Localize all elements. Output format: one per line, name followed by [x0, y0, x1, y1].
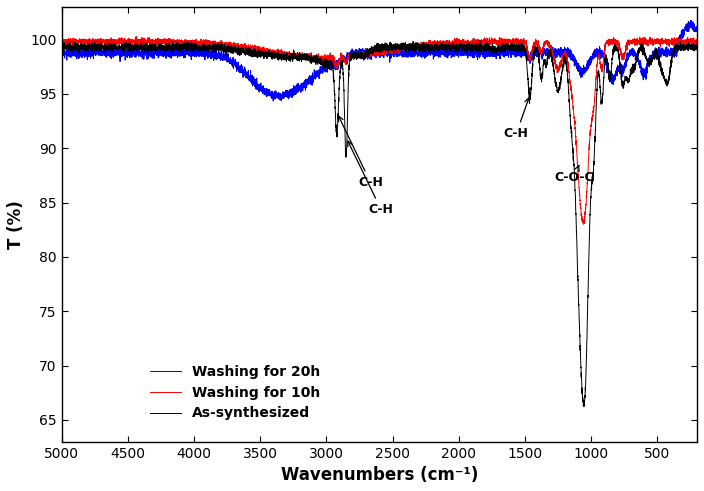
As-synthesized	[208, 42, 217, 48]
Line: Washing for 20h: Washing for 20h	[62, 21, 697, 101]
Washing for 20h	[687, 18, 696, 24]
Washing for 10h	[688, 40, 696, 46]
Washing for 20h	[342, 56, 351, 62]
As-synthesized	[579, 404, 588, 409]
Washing for 10h	[212, 45, 220, 51]
As-synthesized	[688, 45, 696, 51]
Washing for 20h	[688, 27, 696, 32]
Washing for 20h	[297, 84, 306, 90]
As-synthesized	[297, 55, 306, 61]
As-synthesized	[476, 37, 484, 43]
Text: C-H: C-H	[348, 141, 394, 217]
Washing for 20h	[208, 50, 217, 55]
As-synthesized	[58, 42, 66, 48]
Washing for 20h	[269, 98, 277, 104]
Washing for 10h	[132, 33, 140, 39]
Washing for 10h	[58, 36, 66, 42]
As-synthesized	[205, 42, 213, 48]
Washing for 10h	[693, 39, 701, 45]
Washing for 10h	[579, 221, 588, 227]
Washing for 10h	[342, 60, 351, 66]
Washing for 20h	[693, 27, 701, 32]
As-synthesized	[212, 47, 220, 53]
Legend: Washing for 20h, Washing for 10h, As-synthesized: Washing for 20h, Washing for 10h, As-syn…	[145, 359, 326, 426]
Line: Washing for 10h: Washing for 10h	[62, 36, 697, 224]
Y-axis label: T (%): T (%)	[7, 200, 25, 248]
Washing for 10h	[297, 56, 306, 62]
X-axis label: Wavenumbers (cm⁻¹): Wavenumbers (cm⁻¹)	[281, 466, 478, 484]
Washing for 20h	[212, 51, 220, 56]
As-synthesized	[342, 149, 351, 155]
Washing for 20h	[205, 50, 213, 55]
Text: C-O-C: C-O-C	[554, 165, 593, 184]
Text: C-H: C-H	[504, 98, 529, 140]
Text: C-H: C-H	[339, 116, 383, 189]
Washing for 10h	[208, 38, 217, 44]
Washing for 10h	[205, 39, 213, 45]
Line: As-synthesized: As-synthesized	[62, 40, 697, 407]
As-synthesized	[693, 43, 701, 49]
Washing for 20h	[58, 49, 66, 55]
